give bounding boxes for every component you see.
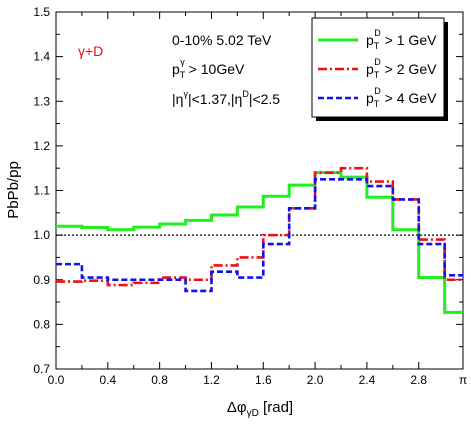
x-tick-label: 2.8 [410,373,427,387]
legend-label-sup: D [374,28,381,38]
legend-label-sub: T [374,41,380,51]
photon-pt-sub: T [180,70,186,80]
legend-label-sup: D [374,57,381,67]
legend-box [311,17,445,118]
x-tick-label: 0.8 [151,373,168,387]
x-axis-title-sub: γD [247,408,259,419]
legend-label-rest: > 4 GeV [381,90,437,106]
x-axis-title-main: Δφ [227,399,247,416]
eta-a-sup: γ [183,89,188,99]
x-tick-label: 2.4 [359,373,376,387]
photon-pt-rest: > 10GeV [185,61,245,77]
series-line-3 [56,178,463,293]
legend-label-sup: D [374,86,381,96]
series-line-2 [56,166,463,287]
series-group [56,166,463,314]
centrality-energy-label: 0-10% 5.02 TeV [172,32,272,48]
legend-label-main: p [366,90,374,106]
y-tick-label: 0.8 [33,317,50,331]
legend-label-3: pTD > 4 GeV [366,86,437,109]
legend-label-rest: > 2 GeV [381,61,437,77]
y-tick-label: 1.0 [33,228,50,242]
x-tick-label: 1.6 [255,373,272,387]
x-axis-title: ΔφγD [rad] [227,399,293,419]
y-tick-label: 1.5 [33,5,50,19]
y-axis-title: PbPb/pp [5,161,22,219]
series-line-1 [56,171,463,314]
legend-label-rest: > 1 GeV [381,32,437,48]
x-tick-label: π [459,373,467,387]
legend-label-2: pTD > 2 GeV [366,57,437,80]
x-tick-label: 1.2 [203,373,220,387]
x-tick-label: 2.0 [307,373,324,387]
x-axis-title-unit: [rad] [259,399,293,416]
legend-label-sub: T [374,70,380,80]
legend-label-main: p [366,32,374,48]
legend-label-main: p [366,61,374,77]
eta-cut-label: |ηγ|<1.37,|ηD|<2.5 [172,89,280,107]
y-tick-label: 0.9 [33,273,50,287]
photon-pt-cut-label: pTγ > 10GeV [172,57,245,80]
eta-c: |<2.5 [249,91,280,107]
y-tick-label: 1.2 [33,139,50,153]
photon-pt-main: p [172,61,180,77]
eta-b: |<1.37,|η [188,91,242,107]
eta-b-sup: D [242,89,249,99]
photon-pt-sup: γ [180,57,185,67]
y-tick-label: 1.3 [33,94,50,108]
legend-label-sub: T [374,99,380,109]
eta-a: |η [172,91,183,107]
y-tick-label: 1.1 [33,184,50,198]
legend-label-1: pTD > 1 GeV [366,28,437,51]
y-tick-label: 0.7 [33,362,50,376]
x-tick-label: 0.0 [48,373,65,387]
x-tick-label: 0.4 [99,373,116,387]
y-tick-label: 1.4 [33,50,50,64]
axis-ticks: 0.0 0.4 0.8 1.2 1.6 2.0 2.4 2.8 π 0.7 0.8 0.9 1.0 1.1… [33,5,467,387]
process-label: γ+D [78,43,103,59]
